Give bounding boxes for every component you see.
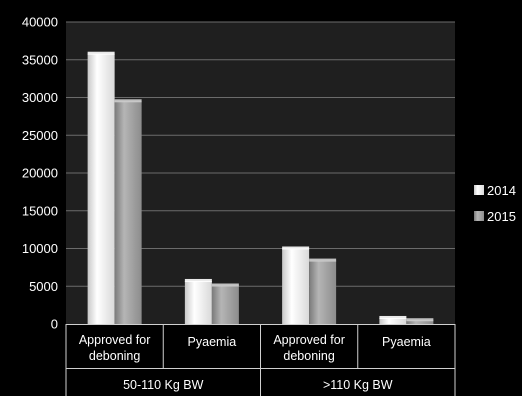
- y-tick-label: 10000: [22, 241, 58, 256]
- bar-top-2015-0: [114, 99, 142, 103]
- y-tick-label: 5000: [29, 279, 58, 294]
- category-label: Pyaemia: [382, 335, 431, 349]
- bar-2015-1: [211, 285, 239, 324]
- bar-top-2014-3: [379, 315, 407, 319]
- bar-2015-0: [114, 101, 142, 325]
- y-tick-label: 40000: [22, 15, 58, 30]
- bar-2015-3: [406, 320, 434, 324]
- legend-swatch-2015: [474, 211, 484, 221]
- category-label: Approved for: [273, 333, 345, 347]
- legend-label-2015: 2015: [487, 209, 516, 224]
- category-label: deboning: [89, 349, 140, 363]
- bar-2014-2: [282, 248, 310, 324]
- category-label: deboning: [283, 349, 334, 363]
- bar-2014-1: [184, 280, 212, 324]
- y-tick-label: 20000: [22, 166, 58, 181]
- y-tick-label: 15000: [22, 203, 58, 218]
- y-tick-label: 25000: [22, 128, 58, 143]
- group-label: 50-110 Kg BW: [123, 378, 204, 392]
- y-tick-label: 30000: [22, 90, 58, 105]
- bar-top-2015-2: [309, 258, 337, 262]
- bar-top-2015-1: [211, 283, 239, 287]
- category-label: Approved for: [79, 333, 151, 347]
- bar-top-2014-1: [184, 278, 212, 282]
- legend-swatch-2014: [474, 185, 484, 195]
- bar-top-2014-0: [87, 51, 115, 55]
- category-label: Pyaemia: [188, 335, 237, 349]
- legend-label-2014: 2014: [487, 183, 516, 198]
- bar-2015-2: [309, 260, 337, 324]
- y-tick-label: 0: [51, 317, 58, 332]
- y-tick-label: 35000: [22, 52, 58, 67]
- bar-2014-3: [379, 317, 407, 324]
- bar-top-2014-2: [282, 246, 310, 250]
- bar-top-2015-3: [406, 318, 434, 322]
- bar-2014-0: [87, 53, 115, 325]
- group-label: >110 Kg BW: [323, 378, 393, 392]
